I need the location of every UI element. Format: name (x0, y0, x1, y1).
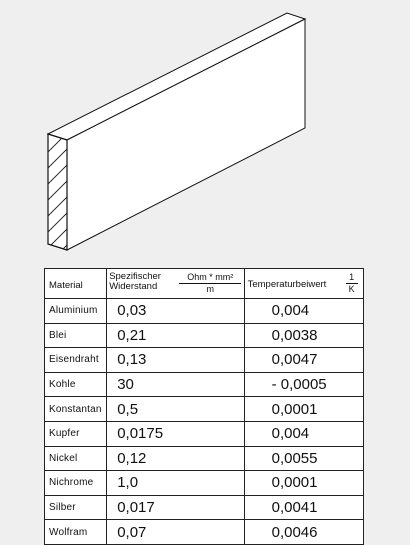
conductor-bar-drawing (46, 12, 307, 251)
material-table-container: Material Spezifischer Widerstand Ohm * m… (43, 268, 365, 545)
resistance-unit-denominator: m (206, 284, 214, 294)
coefficient-cell: 0,004 (243, 298, 365, 324)
resistance-cell: 1,0 (106, 470, 245, 496)
coefficient-cell: - 0,0005 (243, 371, 365, 398)
table-row: Blei 0,21 0,0038 (43, 322, 365, 349)
coefficient-cell: 0,0046 (243, 519, 365, 545)
resistance-cell: 0,017 (106, 494, 245, 521)
resistance-unit-fraction: Ohm * mm² m (179, 272, 242, 294)
table-row: Silber 0,017 0,0041 (43, 494, 365, 521)
resistance-cell: 30 (106, 371, 245, 398)
bar-end-face-hatching (48, 134, 67, 250)
table-header-row: Material Spezifischer Widerstand Ohm * m… (43, 268, 365, 299)
material-cell: Nichrome (43, 470, 108, 496)
table-row: Wolfram 0,07 0,0046 (43, 519, 365, 545)
header-coefficient-label: Temperaturbeiwert (247, 279, 327, 290)
coefficient-unit-fraction: 1 K (345, 272, 358, 294)
table-row: Nichrome 1,0 0,0001 (43, 470, 365, 496)
material-cell: Blei (43, 322, 108, 349)
material-cell: Wolfram (43, 519, 108, 545)
resistance-cell: 0,13 (106, 347, 245, 373)
material-cell: Nickel (43, 445, 108, 472)
coefficient-cell: 0,0041 (243, 494, 365, 521)
resistance-cell: 0,12 (106, 445, 245, 472)
bar-end-face (47, 133, 68, 251)
coefficient-cell: 0,0001 (243, 396, 365, 422)
material-cell: Silber (43, 494, 108, 521)
material-cell: Eisendraht (43, 347, 108, 373)
table-row: Eisendraht 0,13 0,0047 (43, 347, 365, 373)
table-row: Kohle 30 - 0,0005 (43, 371, 365, 398)
table-row: Aluminium 0,03 0,004 (43, 298, 365, 324)
coefficient-cell: 0,0047 (243, 347, 365, 373)
resistance-cell: 0,07 (106, 519, 245, 545)
header-resistance-line2: Widerstand (109, 281, 158, 292)
coefficient-cell: 0,0038 (243, 322, 365, 349)
header-resistance-line1: Spezifischer (109, 271, 161, 282)
header-coefficient: Temperaturbeiwert 1 K (243, 268, 365, 299)
material-cell: Konstantan (43, 396, 108, 422)
material-cell: Kupfer (43, 420, 108, 447)
resistance-unit-numerator: Ohm * mm² (179, 272, 242, 284)
table-row: Nickel 0,12 0,0055 (43, 445, 365, 472)
resistance-cell: 0,21 (106, 322, 245, 349)
header-material: Material (43, 268, 108, 299)
material-cell: Kohle (43, 371, 108, 398)
header-resistance: Spezifischer Widerstand Ohm * mm² m (106, 268, 245, 299)
coefficient-cell: 0,0055 (243, 445, 365, 472)
resistance-cell: 0,0175 (106, 420, 245, 447)
header-material-label: Material (49, 279, 83, 291)
coefficient-cell: 0,0001 (243, 470, 365, 496)
coefficient-unit-numerator: 1 (345, 272, 358, 284)
coefficient-unit-denominator: K (348, 284, 355, 294)
table-row: Konstantan 0,5 0,0001 (43, 396, 365, 422)
resistance-cell: 0,5 (106, 396, 245, 422)
material-cell: Aluminium (43, 298, 108, 324)
resistivity-table: Material Spezifischer Widerstand Ohm * m… (43, 268, 365, 545)
table-row: Kupfer 0,0175 0,004 (43, 420, 365, 447)
bar-front-face (66, 18, 306, 251)
resistance-cell: 0,03 (106, 298, 245, 324)
coefficient-cell: 0,004 (243, 420, 365, 447)
